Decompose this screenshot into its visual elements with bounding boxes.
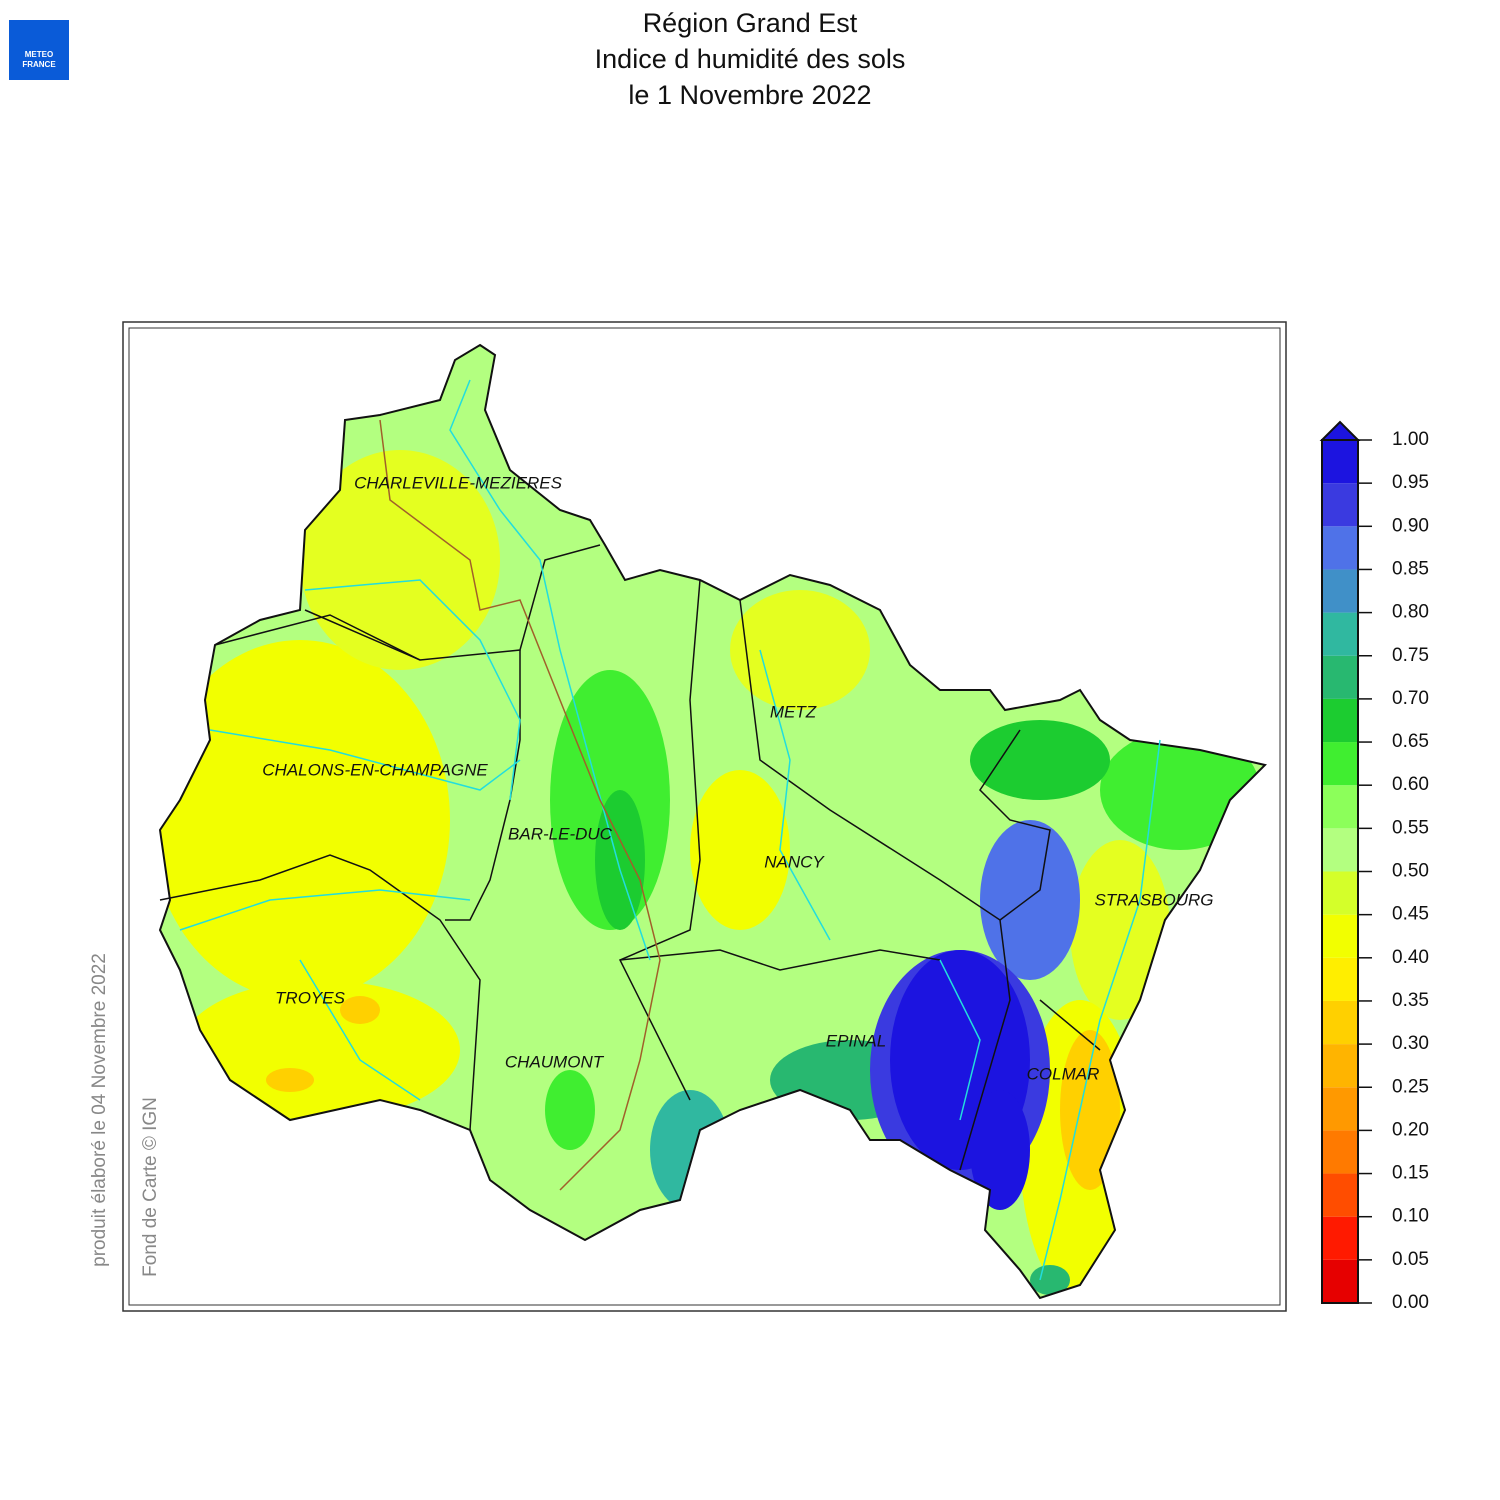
legend-bin bbox=[1322, 1044, 1358, 1088]
legend-bin bbox=[1322, 483, 1358, 527]
legend-bin bbox=[1322, 569, 1358, 613]
legend-tick-label: 0.60 bbox=[1392, 774, 1429, 795]
legend-tick-label: 0.25 bbox=[1392, 1076, 1429, 1097]
title: Région Grand Est bbox=[643, 8, 858, 38]
city-label: STRASBOURG bbox=[1094, 890, 1213, 909]
legend-tick-label: 0.65 bbox=[1392, 731, 1429, 752]
city-label: EPINAL bbox=[826, 1031, 886, 1050]
legend-bin bbox=[1322, 957, 1358, 1001]
legend-bin bbox=[1322, 828, 1358, 872]
legend-bin bbox=[1322, 742, 1358, 786]
frame bbox=[122, 321, 1287, 1312]
legend-bin bbox=[1322, 698, 1358, 743]
city-label: CHAUMONT bbox=[505, 1052, 605, 1071]
legend-bin bbox=[1322, 612, 1358, 656]
legend-tick-label: 0.85 bbox=[1392, 558, 1429, 579]
legend-tick-label: 0.95 bbox=[1392, 472, 1429, 493]
overflow-arrow bbox=[1319, 420, 1361, 441]
legend-tick-label: 0.50 bbox=[1392, 861, 1429, 882]
legend-tick-label: 0.70 bbox=[1392, 688, 1429, 709]
legend-tick-label: 0.20 bbox=[1392, 1119, 1429, 1140]
legend-bin bbox=[1322, 914, 1358, 958]
legend-bin bbox=[1322, 440, 1358, 484]
city-label: TROYES bbox=[275, 988, 346, 1007]
legend-tick-label: 0.10 bbox=[1392, 1206, 1429, 1227]
legend-tick-label: 0.80 bbox=[1392, 602, 1429, 623]
watershed bbox=[379, 419, 661, 1191]
logo bbox=[9, 20, 69, 80]
city-label: NANCY bbox=[764, 852, 825, 871]
legend-tick-label: 0.45 bbox=[1392, 904, 1429, 925]
legend-bin bbox=[1322, 871, 1358, 915]
legend-bin bbox=[1322, 1087, 1358, 1131]
legend-tick-label: 0.05 bbox=[1392, 1249, 1429, 1270]
legend-bin bbox=[1322, 655, 1358, 699]
basemap-credit: Fond de Carte © IGN bbox=[140, 1097, 161, 1277]
legend-tick-label: 0.00 bbox=[1392, 1292, 1429, 1313]
city-label: COLMAR bbox=[1027, 1064, 1100, 1083]
legend-bin bbox=[1322, 1259, 1358, 1303]
city-label: METZ bbox=[770, 702, 817, 721]
title: Indice d humidité des sols bbox=[595, 44, 906, 74]
title: le 1 Novembre 2022 bbox=[628, 80, 871, 110]
legend-tick-label: 0.90 bbox=[1392, 515, 1429, 536]
legend-bin bbox=[1322, 1000, 1358, 1045]
legend-bin bbox=[1322, 1216, 1358, 1260]
legend: 0.00 0.05 0.10 0.15 0.20 0.25 0.30 0.35 0.40 0.45… bbox=[1319, 420, 1429, 1313]
city-label: CHALONS-EN-CHAMPAGNE bbox=[262, 760, 488, 779]
logo-text: METEO bbox=[25, 50, 53, 59]
legend-tick-label: 0.55 bbox=[1392, 817, 1429, 838]
department-borders bbox=[159, 544, 1101, 1171]
city-label: BAR-LE-DUC bbox=[508, 824, 613, 843]
legend-tick-label: 0.15 bbox=[1392, 1163, 1429, 1184]
logo-text: FRANCE bbox=[22, 60, 56, 69]
legend-tick-label: 0.35 bbox=[1392, 990, 1429, 1011]
legend-bin bbox=[1322, 1173, 1358, 1217]
city-label: CHARLEVILLE-MEZIERES bbox=[354, 473, 562, 492]
humidity-field bbox=[160, 345, 1265, 1298]
legend-tick-label: 0.40 bbox=[1392, 947, 1429, 968]
legend-tick-label: 0.75 bbox=[1392, 645, 1429, 666]
frame bbox=[128, 327, 1281, 1306]
production-note: produit élaboré le 04 Novembre 2022 bbox=[89, 953, 110, 1267]
legend-bin bbox=[1322, 785, 1358, 829]
legend-bin bbox=[1322, 526, 1358, 570]
legend-bin bbox=[1322, 1130, 1358, 1174]
rivers bbox=[179, 379, 1161, 1281]
legend-tick-label: 0.30 bbox=[1392, 1033, 1429, 1054]
legend-tick-label: 1.00 bbox=[1392, 429, 1429, 450]
